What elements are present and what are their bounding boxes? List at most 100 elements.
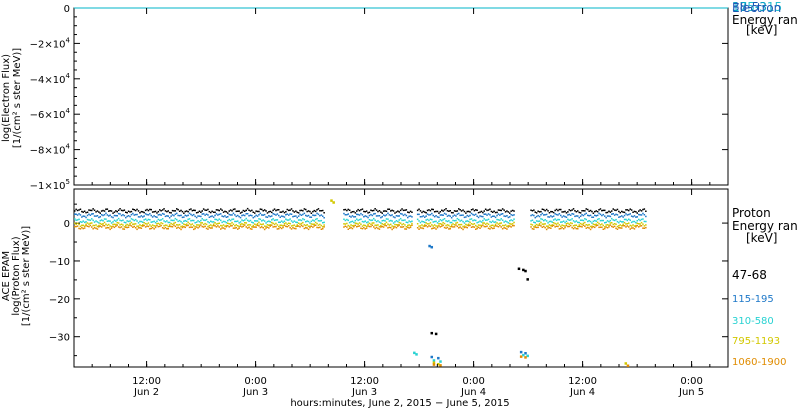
proton-data-point: [441, 219, 443, 222]
proton-data-point: [79, 221, 82, 223]
proton-data-point: [629, 208, 631, 210]
proton-data-point: [256, 222, 259, 225]
proton-data-point: [431, 227, 433, 230]
proton-data-point: [493, 221, 495, 223]
proton-data-point: [452, 212, 454, 214]
proton-data-point: [167, 225, 169, 228]
proton-data-point: [245, 222, 247, 224]
proton-data-point: [486, 225, 488, 227]
proton-data-point: [615, 209, 617, 212]
proton-data-point: [408, 224, 410, 226]
proton-data-point: [276, 224, 279, 226]
proton-data-point: [409, 224, 412, 227]
proton-data-point: [638, 226, 640, 228]
proton-data-point: [265, 225, 267, 228]
proton-data-point: [254, 226, 256, 228]
proton-data-point: [238, 210, 240, 212]
proton-data-point: [418, 228, 420, 230]
proton-data-point: [380, 216, 382, 219]
proton-data-point: [302, 210, 304, 212]
proton-data-point: [558, 218, 561, 221]
proton-data-point: [601, 209, 603, 212]
proton-data-point: [558, 228, 561, 230]
proton-data-point: [441, 225, 443, 227]
proton-data-point: [569, 214, 572, 216]
proton-data-point: [591, 226, 593, 229]
proton-data-point: [122, 219, 124, 221]
proton-data-point: [473, 226, 476, 228]
proton-outlier-point: [432, 361, 436, 364]
proton-data-point: [120, 220, 123, 222]
proton-data-point: [622, 223, 624, 226]
proton-data-point: [95, 220, 97, 222]
proton-data-point: [171, 223, 174, 226]
proton-data-point: [365, 227, 368, 229]
proton-data-point: [602, 228, 604, 230]
proton-data-point: [319, 223, 321, 226]
proton-data-point: [156, 212, 158, 214]
proton-data-point: [480, 221, 483, 223]
proton-data-point: [103, 225, 106, 227]
proton-data-point: [147, 225, 150, 228]
proton-data-point: [212, 216, 215, 218]
proton-data-point: [540, 218, 542, 220]
proton-data-point: [177, 226, 179, 229]
proton-data-point: [163, 208, 165, 210]
proton-data-point: [232, 212, 235, 215]
proton-data-point: [242, 225, 245, 228]
proton-data-point: [630, 221, 633, 224]
proton-data-point: [295, 225, 297, 228]
proton-data-point: [401, 219, 403, 222]
proton-data-point: [153, 220, 155, 223]
proton-data-point: [231, 218, 233, 221]
proton-data-point: [244, 214, 246, 217]
proton-data-point: [177, 224, 179, 226]
proton-data-point: [288, 222, 290, 224]
proton-data-point: [195, 221, 198, 223]
proton-data-point: [140, 225, 143, 227]
proton-data-point: [432, 221, 434, 223]
proton-data-point: [399, 217, 402, 220]
proton-data-point: [545, 225, 548, 227]
proton-data-point: [398, 224, 400, 226]
proton-data-point: [450, 211, 453, 214]
proton-data-point: [161, 218, 164, 220]
proton-data-point: [504, 227, 507, 229]
proton-data-point: [218, 213, 220, 216]
proton-data-point: [174, 221, 177, 224]
proton-data-point: [232, 208, 235, 211]
proton-data-point: [375, 215, 378, 217]
proton-data-point: [350, 224, 352, 226]
proton-data-point: [490, 221, 493, 224]
x-tick-date-label: Jun 2: [133, 387, 159, 398]
proton-data-point: [640, 218, 643, 221]
proton-data-point: [486, 219, 488, 221]
proton-data-point: [575, 211, 578, 213]
proton-data-point: [407, 226, 409, 229]
proton-data-point: [409, 226, 412, 229]
proton-data-point: [187, 218, 189, 221]
proton-data-point: [307, 225, 310, 227]
proton-data-point: [466, 214, 468, 217]
proton-data-point: [645, 226, 647, 229]
proton-data-point: [395, 220, 398, 222]
proton-outlier-point: [522, 268, 525, 272]
proton-data-point: [218, 226, 220, 228]
proton-data-point: [449, 221, 451, 224]
proton-data-point: [609, 211, 612, 213]
proton-data-point: [384, 224, 386, 227]
proton-data-point: [207, 221, 209, 223]
proton-data-point: [432, 208, 434, 211]
proton-data-point: [507, 222, 510, 224]
proton-data-point: [177, 220, 179, 223]
proton-data-point: [195, 212, 198, 214]
proton-data-point: [554, 218, 556, 220]
proton-data-point: [390, 226, 392, 229]
proton-data-point: [82, 215, 84, 217]
proton-data-point: [276, 209, 279, 211]
proton-data-point: [303, 208, 306, 210]
proton-data-point: [208, 216, 211, 218]
proton-data-point: [360, 212, 362, 215]
proton-data-point: [173, 224, 175, 226]
